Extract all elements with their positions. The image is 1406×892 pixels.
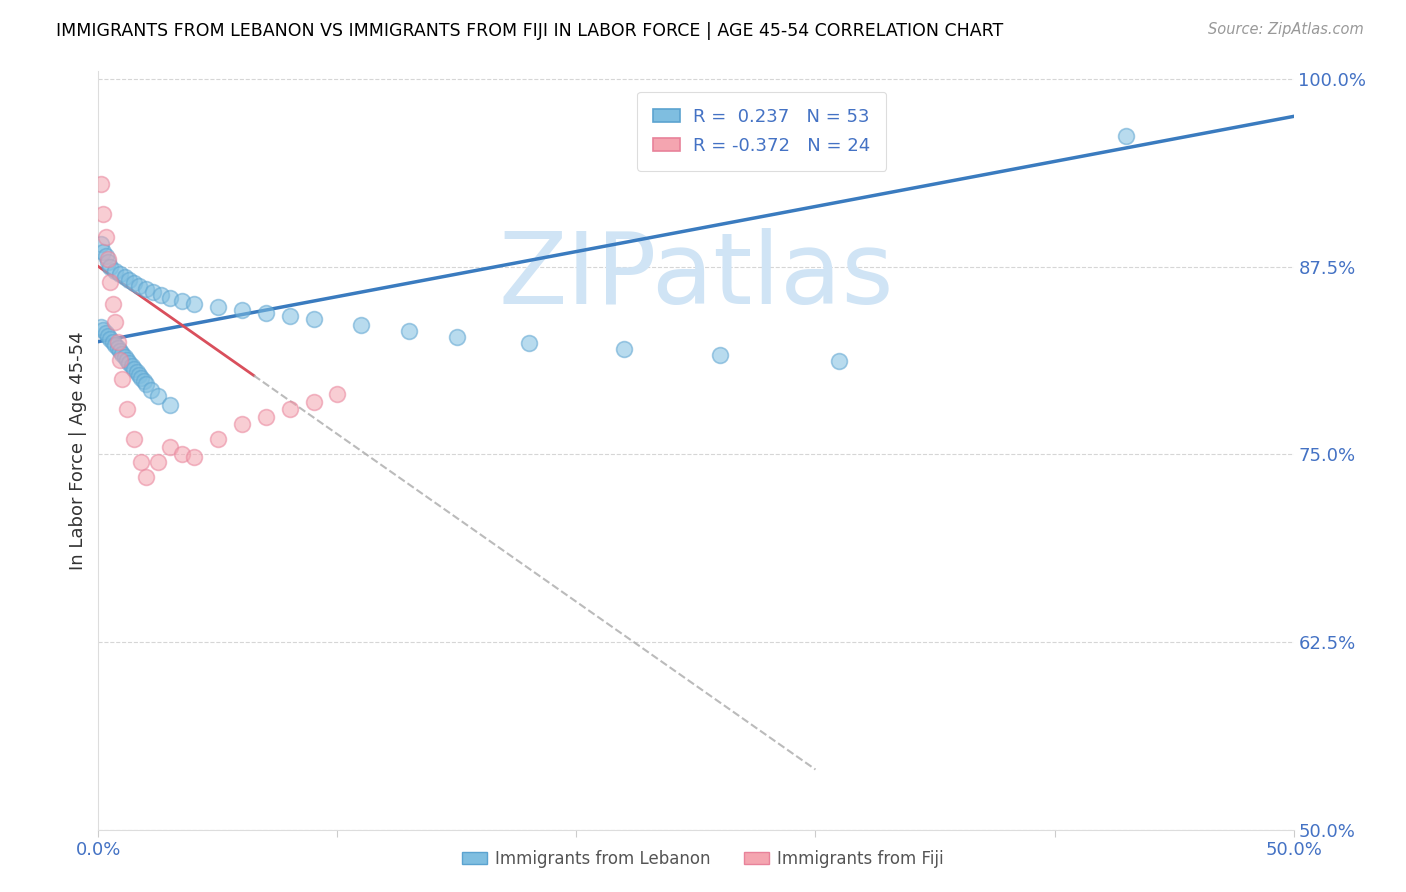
Point: [302, 394, 325, 409]
Point: [115, 402, 138, 417]
Point: [114, 270, 136, 285]
Point: [159, 398, 181, 412]
Point: [91, 323, 114, 337]
Point: [172, 447, 194, 461]
Legend: Immigrants from Lebanon, Immigrants from Fiji: Immigrants from Lebanon, Immigrants from…: [456, 844, 950, 875]
Point: [90, 319, 112, 334]
Point: [1115, 128, 1137, 143]
Point: [107, 341, 129, 355]
Point: [231, 303, 253, 318]
Point: [108, 267, 131, 281]
Point: [97, 255, 120, 269]
Point: [159, 440, 181, 454]
Point: [131, 370, 153, 384]
Point: [124, 432, 146, 446]
Point: [302, 312, 325, 326]
Point: [124, 361, 146, 376]
Point: [139, 383, 162, 397]
Point: [148, 455, 170, 469]
Point: [254, 409, 277, 424]
Point: [98, 260, 122, 274]
Point: [94, 326, 117, 340]
Point: [125, 365, 148, 379]
Point: [91, 207, 114, 221]
Point: [104, 264, 127, 278]
Text: ZIPatlas: ZIPatlas: [498, 227, 894, 325]
Point: [121, 359, 143, 373]
Point: [446, 330, 468, 344]
Point: [94, 249, 117, 263]
Point: [118, 273, 141, 287]
Y-axis label: In Labor Force | Age 45-54: In Labor Force | Age 45-54: [69, 331, 87, 570]
Point: [114, 350, 136, 364]
Point: [111, 346, 134, 360]
Point: [350, 318, 373, 332]
Point: [101, 297, 124, 311]
Point: [97, 328, 120, 343]
Point: [115, 352, 138, 367]
Point: [124, 276, 146, 290]
Point: [207, 432, 229, 446]
Point: [135, 376, 157, 391]
Point: [613, 342, 636, 356]
Point: [104, 337, 127, 351]
Point: [101, 334, 124, 349]
Point: [183, 450, 205, 465]
Point: [326, 387, 349, 401]
Point: [107, 334, 129, 349]
Point: [709, 348, 731, 362]
Point: [148, 389, 170, 403]
Point: [517, 336, 540, 351]
Point: [159, 291, 181, 305]
Point: [108, 352, 131, 367]
Point: [231, 417, 253, 432]
Point: [278, 309, 301, 323]
Point: [90, 177, 112, 191]
Point: [183, 297, 205, 311]
Text: Source: ZipAtlas.com: Source: ZipAtlas.com: [1208, 22, 1364, 37]
Point: [398, 324, 420, 338]
Point: [90, 237, 112, 252]
Point: [278, 402, 301, 417]
Text: IMMIGRANTS FROM LEBANON VS IMMIGRANTS FROM FIJI IN LABOR FORCE | AGE 45-54 CORRE: IMMIGRANTS FROM LEBANON VS IMMIGRANTS FR…: [56, 22, 1004, 40]
Point: [828, 354, 851, 368]
Point: [97, 252, 120, 266]
Point: [135, 469, 157, 483]
Point: [132, 374, 155, 388]
Point: [128, 279, 150, 293]
Point: [98, 275, 122, 289]
Point: [108, 343, 131, 358]
Point: [91, 244, 114, 259]
Legend: R =  0.237   N = 53, R = -0.372   N = 24: R = 0.237 N = 53, R = -0.372 N = 24: [637, 92, 886, 171]
Point: [128, 368, 150, 382]
Point: [131, 455, 153, 469]
Point: [149, 288, 172, 302]
Point: [142, 285, 165, 299]
Point: [118, 356, 141, 370]
Point: [172, 294, 194, 309]
Point: [98, 332, 122, 346]
Point: [207, 300, 229, 314]
Point: [254, 306, 277, 320]
Point: [135, 282, 157, 296]
Point: [111, 372, 134, 386]
Point: [104, 315, 127, 329]
Point: [94, 229, 117, 244]
